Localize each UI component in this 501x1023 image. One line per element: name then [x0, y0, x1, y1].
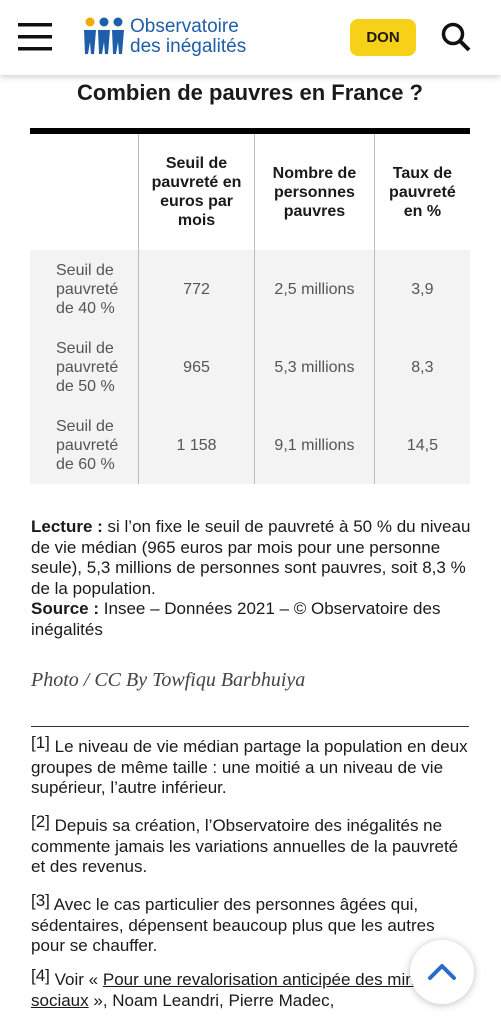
cell: 9,1 millions [254, 406, 375, 484]
search-button[interactable] [440, 22, 472, 54]
table-title: Combien de pauvres en France ? [77, 80, 423, 105]
menu-button[interactable] [18, 22, 54, 52]
text: Insee – Données 2021 – © Observatoire de… [31, 599, 441, 639]
row-header: Seuil de pauvreté de 40 % [30, 250, 139, 328]
cell: 14,5 [373, 406, 470, 484]
footnote: [2] Depuis sa création, l’Observatoire d… [31, 812, 471, 878]
logo-text[interactable]: Observatoire [130, 16, 239, 37]
cell: 1 158 [137, 406, 255, 484]
text: si l’on fixe le seuil de pauvreté à 50 %… [31, 517, 471, 598]
row: Seuil de pauvreté de 50 % 965 5,3 millions… [30, 328, 470, 406]
cell: 2,5 millions [254, 250, 375, 328]
column-header: Taux de pauvreté en % [373, 134, 470, 250]
text: Avec le cas particulier des personnes âg… [31, 895, 435, 955]
footnote-marker: [1] [31, 733, 50, 752]
row: Seuil de pauvreté de 40 % 772 2,5 millions… [30, 250, 470, 328]
cell: 8,3 [373, 328, 470, 406]
poverty-table: Seuil de pauvreté en euros par mois Nombr… [30, 134, 470, 484]
separator [31, 726, 469, 727]
row-header: Seuil de pauvreté de 50 % [30, 328, 139, 406]
column-header: Nombre de personnes pauvres [254, 134, 375, 250]
scroll-top-button[interactable] [410, 940, 474, 1004]
text: Depuis sa création, l’Observatoire des i… [31, 816, 459, 876]
footnote: [1] Le niveau de vie médian partage la p… [31, 733, 471, 799]
cell: 5,3 millions [254, 328, 375, 406]
cell: 3,9 [373, 250, 470, 328]
label: Lecture : [31, 517, 103, 536]
text: Voir « [54, 970, 99, 989]
corner [30, 134, 139, 250]
logo-text[interactable]: des inégalités [130, 36, 247, 57]
footnote-marker: [4] [31, 966, 50, 985]
footnote: [4] Voir « Pour une revalorisation antic… [31, 966, 471, 1011]
donate-button[interactable]: DON [350, 19, 416, 56]
text: Le niveau de vie médian partage la popul… [31, 737, 468, 797]
reading-note: Lecture : si l’on fixe le seuil de pauvr… [31, 517, 471, 640]
footnote-marker: [3] [31, 891, 50, 910]
cell: 965 [137, 328, 255, 406]
header: Observatoire des inégalités DON [0, 0, 501, 75]
link[interactable]: Pour une revalorisation anticipée des mi… [31, 970, 443, 1010]
row-header: Seuil de pauvreté de 60 % [30, 406, 139, 484]
text: », Noam Leandri, Pierre Madec, [93, 990, 335, 1010]
logo-icon[interactable] [82, 16, 126, 56]
footnote: [3] Avec le cas particulier des personne… [31, 891, 471, 957]
row: Seuil de pauvreté de 60 % 1 158 9,1 millio… [30, 406, 470, 484]
rule [30, 128, 470, 134]
photo-credit: Photo / CC By Towfiqu Barbhuiya [31, 669, 306, 691]
header-row: Seuil de pauvreté en euros par mois Nombr… [30, 134, 470, 250]
column-header: Seuil de pauvreté en euros par mois [137, 134, 255, 250]
label: Source : [31, 599, 100, 618]
cell: 772 [137, 250, 255, 328]
footnote-marker: [2] [31, 812, 50, 831]
